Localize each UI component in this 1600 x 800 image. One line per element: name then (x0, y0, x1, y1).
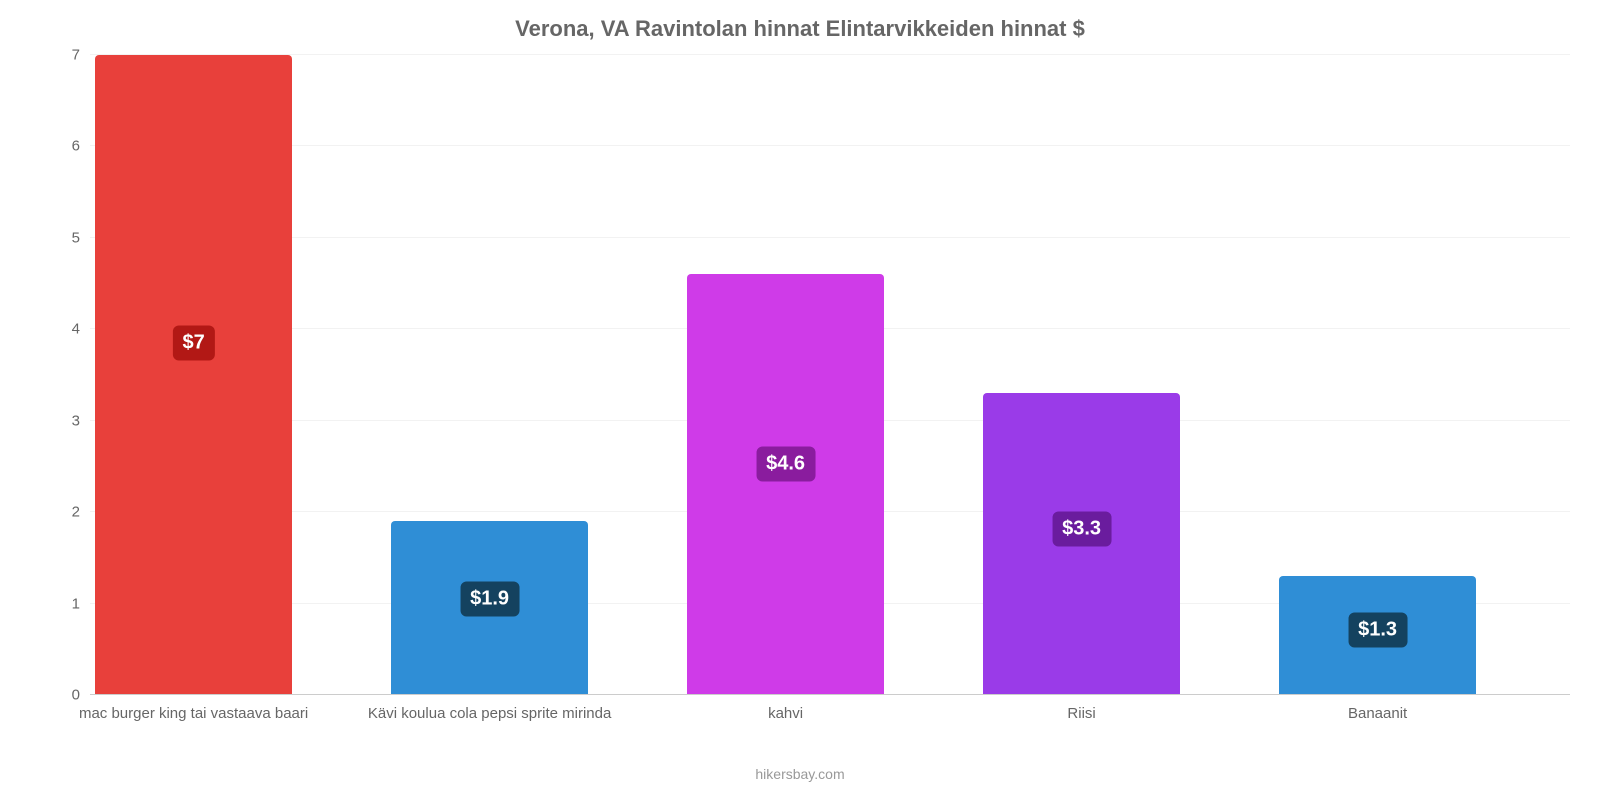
x-tick-label: mac burger king tai vastaava baari (79, 705, 308, 722)
bars-group: $7 $1.9 $4.6 $3.3 $1.3 (90, 55, 1570, 695)
y-tick-label: 1 (72, 595, 90, 612)
y-tick-label: 0 (72, 687, 90, 704)
chart-title: Verona, VA Ravintolan hinnat Elintarvikk… (515, 16, 1085, 42)
value-badge: $1.9 (460, 582, 519, 617)
bar: $1.9 (391, 521, 587, 695)
bar: $7 (95, 55, 291, 695)
value-badge: $4.6 (756, 446, 815, 481)
value-badge: $1.3 (1348, 612, 1407, 647)
bar: $4.6 (687, 274, 883, 695)
x-tick-label: Banaanit (1348, 705, 1407, 722)
x-tick-label: Kävi koulua cola pepsi sprite mirinda (368, 705, 611, 722)
bar: $3.3 (983, 393, 1179, 695)
plot-area: 01234567 $7$1.9$4.6$3.3$1.3 (90, 55, 1570, 695)
y-tick-label: 3 (72, 412, 90, 429)
value-badge: $7 (172, 326, 214, 361)
y-tick-label: 5 (72, 229, 90, 246)
y-tick-label: 2 (72, 504, 90, 521)
y-tick-label: 6 (72, 138, 90, 155)
chart-container: Verona, VA Ravintolan hinnat Elintarvikk… (0, 0, 1600, 800)
y-tick-label: 7 (72, 47, 90, 64)
credit-text: hikersbay.com (755, 766, 844, 782)
x-tick-label: Riisi (1067, 705, 1095, 722)
baseline (90, 694, 1570, 695)
value-badge: $3.3 (1052, 512, 1111, 547)
bar: $1.3 (1279, 576, 1475, 695)
y-tick-label: 4 (72, 321, 90, 338)
x-tick-label: kahvi (768, 705, 803, 722)
